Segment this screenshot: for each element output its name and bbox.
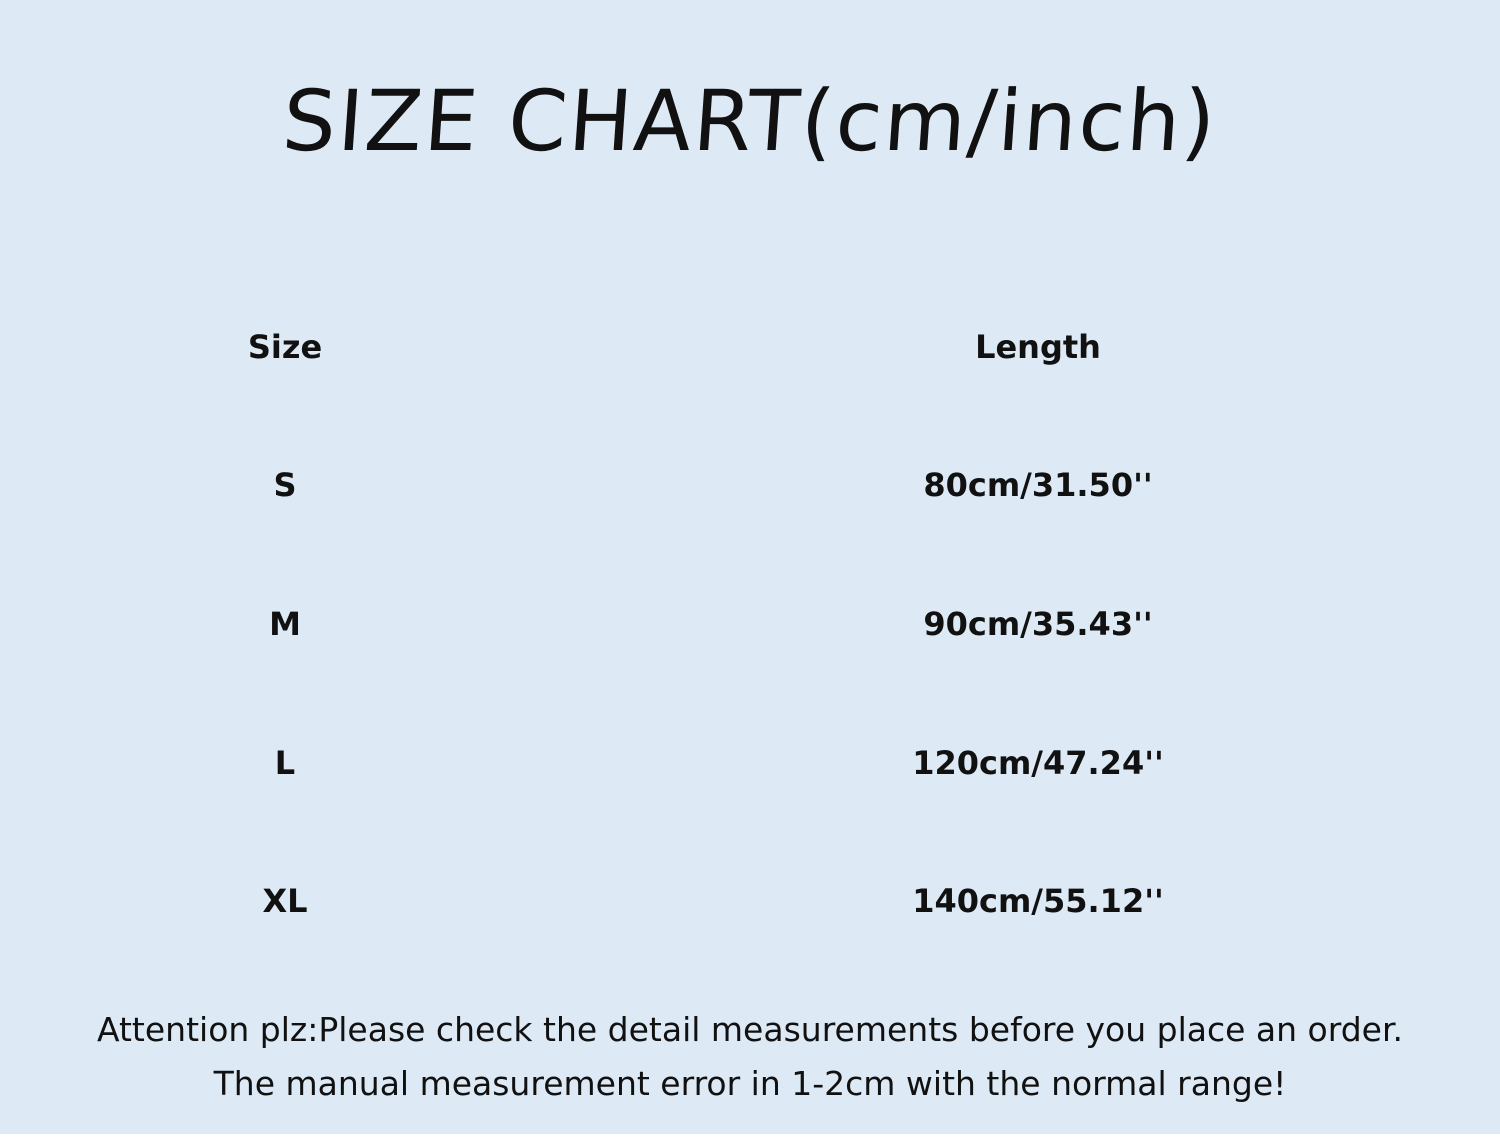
row-length: 80cm/31.50'' (923, 466, 1153, 504)
attention-note: Attention plz:Please check the detail me… (97, 1010, 1403, 1049)
row-length: 140cm/55.12'' (912, 882, 1164, 920)
row-size: XL (262, 882, 308, 920)
row-size: M (269, 605, 301, 643)
row-length: 90cm/35.43'' (923, 605, 1153, 643)
row-size: S (273, 466, 297, 504)
row-length: 120cm/47.24'' (912, 744, 1164, 782)
header-size: Size (247, 328, 323, 366)
header-length: Length (975, 328, 1101, 366)
measurement-error-note: The manual measurement error in 1-2cm wi… (213, 1064, 1287, 1103)
row-size: L (274, 744, 296, 782)
chart-title: SIZE CHART(cm/inch) (279, 72, 1221, 170)
